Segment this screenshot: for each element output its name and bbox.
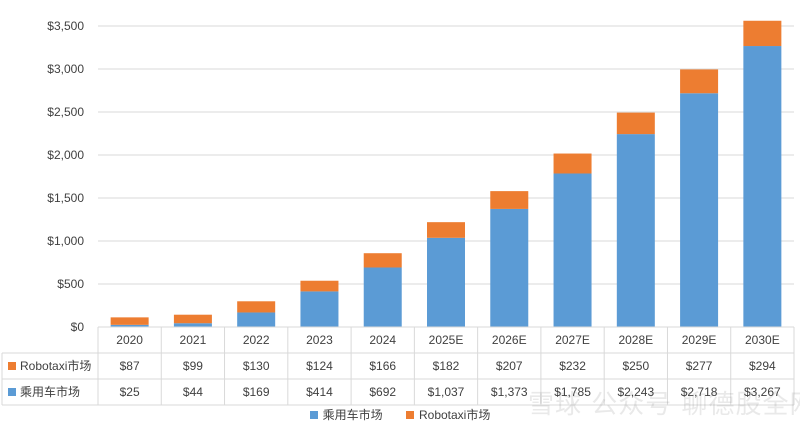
legend-label-passenger-car: 乘用车市场 (322, 408, 383, 422)
data-label: $44 (183, 385, 203, 399)
table-row-label: Robotaxi市场 (20, 358, 91, 373)
data-label: $25 (120, 385, 140, 399)
x-tick-label: 2023 (306, 333, 333, 347)
bar-robotaxi (363, 253, 402, 268)
x-tick-label: 2021 (180, 333, 207, 347)
data-label: $3,267 (744, 385, 781, 399)
x-tick-label: 2020 (116, 333, 143, 347)
bar-passenger-car (363, 267, 402, 327)
bar-robotaxi (553, 153, 592, 174)
data-label: $2,718 (681, 385, 718, 399)
data-label: $169 (243, 385, 270, 399)
bar-robotaxi (300, 280, 339, 292)
watermark: 雪球 公众号 聊德股全网 (528, 390, 800, 420)
bar-robotaxi (743, 20, 782, 47)
table-row-label: 乘用车市场 (20, 384, 80, 399)
data-label: $2,243 (617, 385, 654, 399)
y-tick-label: $2,000 (47, 148, 84, 162)
data-label: $130 (243, 359, 270, 373)
y-tick-label: $500 (57, 277, 84, 291)
bar-robotaxi (173, 314, 212, 324)
bar-passenger-car (680, 93, 719, 327)
data-label: $692 (369, 385, 396, 399)
bar-robotaxi (616, 112, 655, 135)
bar-passenger-car (743, 46, 782, 328)
data-label: $414 (306, 385, 333, 399)
data-label: $1,037 (428, 385, 465, 399)
bar-passenger-car (616, 134, 655, 327)
legend-swatch-robotaxi (405, 410, 414, 419)
bar-passenger-car (173, 323, 212, 327)
bar-passenger-car (427, 237, 465, 327)
bar-passenger-car (110, 324, 149, 327)
data-label: $166 (369, 359, 396, 373)
bars (110, 20, 782, 328)
legend-item-robotaxi: Robotaxi市场 (405, 406, 491, 423)
legend-item-passenger-car: 乘用车市场 (309, 406, 383, 423)
x-tick-label: 2030E (745, 333, 780, 347)
legend-swatch-passenger-car (309, 410, 318, 419)
data-label: $124 (306, 359, 333, 373)
x-tick-label: 2028E (618, 333, 653, 347)
y-axis: $0 $500 $1,000 $1,500 $2,000 $2,500 $3,000 $3,5… (47, 19, 84, 334)
legend: 乘用车市场 Robotaxi市场 (0, 406, 800, 423)
x-tick-label: 2025E (429, 333, 464, 347)
table-row-swatch (8, 362, 16, 370)
y-tick-label: $1,000 (47, 234, 84, 248)
x-tick-label: 2029E (682, 333, 717, 347)
x-tick-label: 2024 (369, 333, 396, 347)
x-tick-label: 2026E (492, 333, 527, 347)
y-tick-label: $3,500 (47, 19, 84, 33)
data-label: $87 (120, 359, 140, 373)
y-tick-label: $1,500 (47, 191, 84, 205)
data-label: $277 (686, 359, 713, 373)
x-tick-label: 2027E (555, 333, 590, 347)
legend-label-robotaxi: Robotaxi市场 (418, 408, 491, 422)
bar-robotaxi (490, 191, 529, 209)
bar-passenger-car (300, 291, 339, 327)
bar-robotaxi (110, 317, 149, 325)
data-label: $232 (559, 359, 586, 373)
table-row-swatch (8, 388, 16, 396)
bar-passenger-car (490, 208, 529, 327)
data-label: $250 (622, 359, 649, 373)
bar-passenger-car (553, 173, 592, 327)
bar-robotaxi (680, 69, 719, 94)
data-label: $1,785 (554, 385, 591, 399)
data-label: $182 (433, 359, 460, 373)
data-label: $207 (496, 359, 523, 373)
y-tick-label: $3,000 (47, 62, 84, 76)
y-tick-label: $0 (71, 320, 85, 334)
bar-passenger-car (237, 312, 276, 327)
data-table: 2020 2021 2022 2023 2024 2025E 2026E 2027E 2028E… (1, 326, 795, 406)
data-label: $1,373 (491, 385, 528, 399)
bar-robotaxi (237, 301, 276, 313)
data-label: $294 (749, 359, 776, 373)
bar-robotaxi (427, 222, 465, 238)
data-label: $99 (183, 359, 203, 373)
y-tick-label: $2,500 (47, 105, 84, 119)
x-tick-label: 2022 (243, 333, 270, 347)
